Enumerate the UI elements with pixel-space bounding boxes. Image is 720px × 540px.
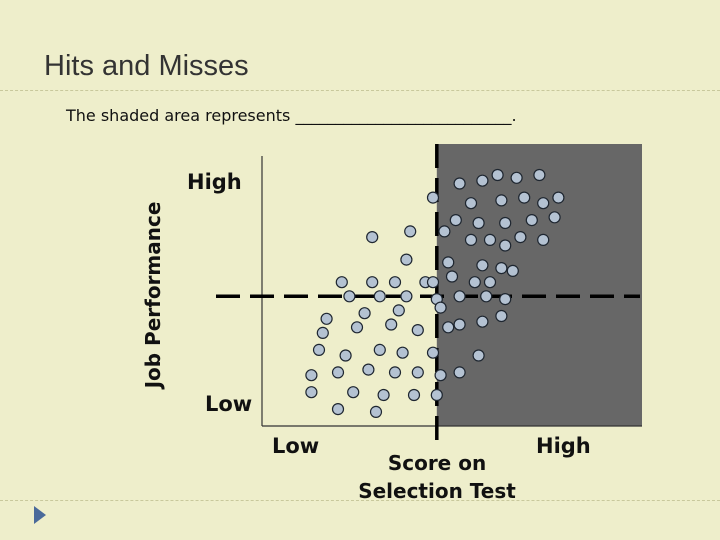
y-tick-low: Low bbox=[205, 392, 252, 416]
data-point bbox=[312, 343, 326, 356]
data-point bbox=[366, 231, 379, 244]
data-point bbox=[495, 309, 508, 323]
data-point bbox=[430, 388, 443, 402]
data-point bbox=[518, 191, 531, 204]
data-point bbox=[472, 216, 485, 230]
data-point bbox=[426, 191, 440, 204]
data-point bbox=[347, 386, 360, 399]
data-point bbox=[464, 197, 478, 210]
data-point bbox=[525, 214, 538, 227]
data-point bbox=[453, 318, 466, 331]
data-point bbox=[476, 174, 489, 187]
data-point bbox=[339, 349, 352, 362]
data-point bbox=[453, 177, 466, 190]
data-point bbox=[552, 191, 565, 204]
data-point bbox=[449, 214, 462, 227]
data-point bbox=[472, 349, 485, 362]
data-point bbox=[483, 276, 497, 289]
data-point bbox=[468, 276, 481, 289]
data-point bbox=[533, 168, 546, 182]
data-point bbox=[499, 216, 512, 230]
data-point bbox=[453, 290, 466, 303]
data-point bbox=[331, 366, 345, 379]
data-point bbox=[407, 388, 421, 402]
data-point bbox=[495, 194, 508, 207]
data-point bbox=[388, 366, 402, 379]
data-point bbox=[434, 369, 447, 382]
data-point bbox=[480, 290, 493, 303]
slide-subtitle: The shaded area represents _____________… bbox=[66, 106, 517, 125]
data-point bbox=[476, 259, 489, 272]
footer-divider bbox=[0, 500, 720, 501]
title-divider bbox=[0, 90, 720, 91]
bullet-arrow-icon bbox=[34, 506, 46, 524]
data-point bbox=[453, 366, 466, 379]
data-point bbox=[373, 290, 386, 303]
data-point bbox=[369, 405, 383, 418]
data-point bbox=[499, 239, 512, 252]
data-point bbox=[373, 343, 386, 356]
data-point bbox=[305, 369, 318, 382]
data-point bbox=[426, 346, 440, 359]
data-point bbox=[400, 290, 413, 303]
data-point bbox=[537, 233, 550, 246]
data-point bbox=[483, 233, 497, 246]
data-point bbox=[438, 225, 451, 238]
data-point bbox=[499, 293, 512, 306]
data-point bbox=[377, 388, 390, 402]
x-tick-high: High bbox=[536, 434, 591, 458]
data-point bbox=[400, 253, 413, 266]
data-points bbox=[305, 168, 565, 418]
data-point bbox=[396, 346, 409, 359]
data-point bbox=[506, 264, 519, 277]
data-point bbox=[476, 315, 489, 328]
y-axis-label: Job Performance bbox=[141, 202, 165, 391]
x-tick-low: Low bbox=[272, 434, 319, 458]
data-point bbox=[442, 321, 455, 334]
data-point bbox=[320, 312, 333, 325]
slide-title: Hits and Misses bbox=[44, 50, 249, 82]
data-point bbox=[491, 168, 504, 182]
data-point bbox=[434, 301, 447, 314]
data-point bbox=[358, 307, 371, 320]
shaded-region bbox=[436, 144, 642, 426]
data-point bbox=[404, 225, 417, 238]
data-point bbox=[548, 211, 561, 224]
data-point bbox=[445, 270, 459, 283]
data-point bbox=[510, 171, 523, 184]
data-point bbox=[385, 318, 398, 331]
data-point bbox=[464, 233, 478, 246]
x-axis-label: Score on Selection Test bbox=[358, 451, 516, 503]
data-point bbox=[366, 276, 379, 289]
data-point bbox=[316, 326, 329, 339]
data-point bbox=[335, 276, 348, 289]
data-point bbox=[362, 363, 375, 376]
y-tick-high: High bbox=[187, 170, 242, 194]
data-point bbox=[350, 321, 364, 334]
data-point bbox=[411, 324, 424, 337]
data-point bbox=[537, 197, 550, 210]
data-point bbox=[495, 262, 508, 275]
data-point bbox=[305, 386, 318, 399]
data-point bbox=[388, 276, 402, 289]
data-point bbox=[514, 231, 527, 244]
data-point bbox=[442, 256, 455, 269]
data-point bbox=[343, 290, 356, 303]
data-point bbox=[392, 304, 405, 317]
data-point bbox=[331, 403, 345, 416]
data-point bbox=[411, 366, 424, 379]
data-point bbox=[426, 276, 440, 289]
